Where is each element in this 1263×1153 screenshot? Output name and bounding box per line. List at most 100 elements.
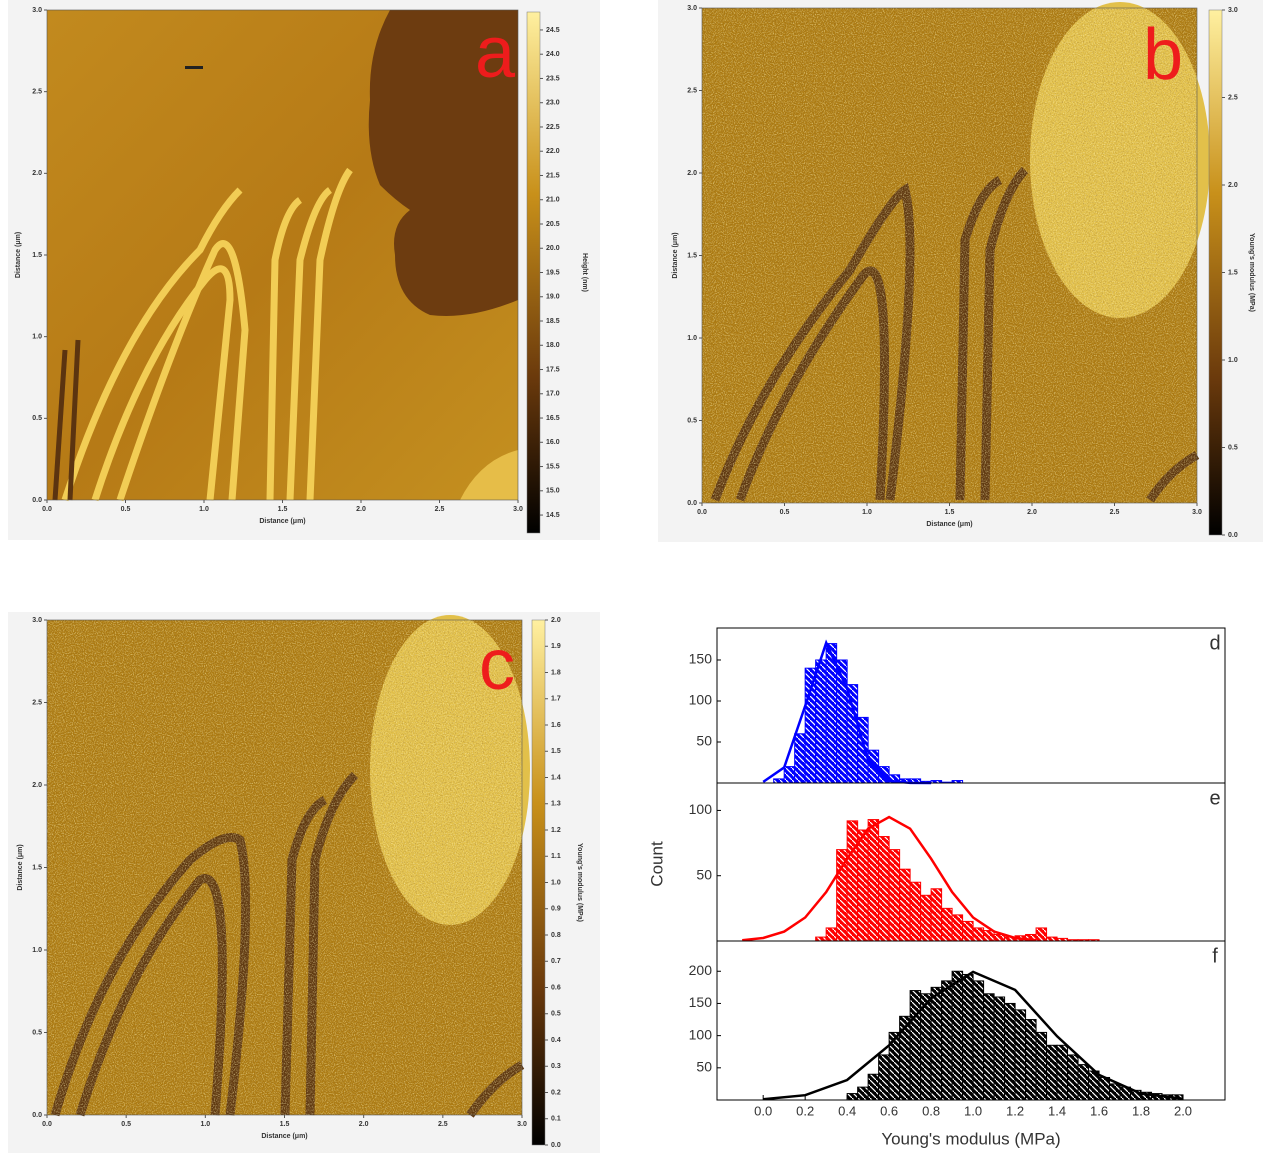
colorbar bbox=[1209, 10, 1222, 535]
y-tick-label: 2.5 bbox=[687, 87, 697, 94]
x-tick-label: 1.5 bbox=[945, 509, 955, 516]
histogram-bar bbox=[795, 734, 805, 783]
x-tick-label: 1.5 bbox=[280, 1121, 290, 1128]
colorbar-tick-label: 20.0 bbox=[546, 245, 560, 252]
colorbar-label: Height (nm) bbox=[581, 253, 588, 292]
histogram-bar bbox=[931, 889, 941, 941]
colorbar-tick-label: 1.1 bbox=[551, 853, 561, 860]
y-tick-label: 150 bbox=[689, 994, 713, 1010]
colorbar-tick-label: 3.0 bbox=[1228, 7, 1238, 14]
x-axis-label: Distance (μm) bbox=[259, 518, 305, 525]
colorbar-tick-label: 19.5 bbox=[546, 269, 560, 276]
colorbar-tick-label: 22.0 bbox=[546, 148, 560, 155]
x-tick-label: 3.0 bbox=[1192, 509, 1202, 516]
x-tick-label: 2.5 bbox=[438, 1121, 448, 1128]
x-tick-label: 2.0 bbox=[1174, 1103, 1192, 1118]
histogram-bar bbox=[1068, 1055, 1078, 1100]
panel-letter: c bbox=[479, 625, 515, 705]
y-tick-label: 50 bbox=[696, 866, 712, 882]
panel-frame bbox=[717, 783, 1225, 941]
histogram-bar bbox=[1089, 1071, 1099, 1100]
histogram-bar bbox=[816, 660, 826, 783]
afm-image bbox=[702, 2, 1210, 503]
histogram-bar bbox=[900, 869, 910, 941]
y-tick-label: 1.5 bbox=[32, 864, 42, 871]
histogram-bar bbox=[984, 994, 994, 1100]
colorbar-tick-label: 1.4 bbox=[551, 774, 561, 781]
y-tick-label: 0.5 bbox=[32, 415, 42, 422]
colorbar-tick-label: 17.5 bbox=[546, 366, 560, 373]
colorbar-tick-label: 15.5 bbox=[546, 463, 560, 470]
colorbar-tick-label: 1.8 bbox=[551, 669, 561, 676]
y-tick-label: 2.5 bbox=[32, 89, 42, 96]
histogram-bar bbox=[1015, 1010, 1025, 1100]
histogram-bar bbox=[1057, 1045, 1067, 1100]
x-tick-label: 1.5 bbox=[278, 506, 288, 513]
colorbar-tick-label: 1.9 bbox=[551, 643, 561, 650]
colorbar-tick-label: 0.7 bbox=[551, 958, 561, 965]
colorbar-tick-label: 0.5 bbox=[551, 1011, 561, 1018]
y-tick-label: 50 bbox=[696, 733, 712, 749]
y-tick-label: 2.0 bbox=[32, 170, 42, 177]
histogram-bar bbox=[774, 779, 784, 783]
histogram-bar bbox=[1036, 928, 1046, 941]
y-tick-label: 3.0 bbox=[32, 617, 42, 624]
x-axis-label: Young's modulus (MPa) bbox=[881, 1129, 1060, 1148]
y-tick-label: 1.0 bbox=[687, 335, 697, 342]
histogram-bar bbox=[847, 1094, 857, 1100]
x-tick-label: 2.0 bbox=[359, 1121, 369, 1128]
colorbar-tick-label: 2.5 bbox=[1228, 94, 1238, 101]
x-tick-label: 1.4 bbox=[1048, 1103, 1066, 1118]
afm-image bbox=[47, 10, 518, 500]
y-tick-label: 3.0 bbox=[32, 7, 42, 14]
figure: 0.0 0.5 1.0 1.5 2.0 2.5 3.0 0.0 0.5 1.0 1.5 2.0 2.5 3… bbox=[0, 0, 1263, 1153]
colorbar-tick-label: 20.5 bbox=[546, 221, 560, 228]
colorbar-tick-label: 24.0 bbox=[546, 51, 560, 58]
histogram-bar bbox=[1047, 937, 1057, 941]
x-tick-label: 0.4 bbox=[838, 1103, 856, 1118]
histogram-bar bbox=[910, 991, 920, 1100]
histogram-bar bbox=[942, 981, 952, 1100]
x-tick-label: 2.5 bbox=[1110, 509, 1120, 516]
x-tick-label: 2.5 bbox=[435, 506, 445, 513]
histogram-bar bbox=[868, 1074, 878, 1100]
colorbar-tick-label: 18.0 bbox=[546, 342, 560, 349]
histogram-bar bbox=[952, 915, 962, 941]
colorbar-tick-label: 0.0 bbox=[1228, 532, 1238, 539]
x-tick-label: 1.0 bbox=[199, 506, 209, 513]
histogram-bar bbox=[1110, 1084, 1120, 1100]
x-tick-label: 0.5 bbox=[121, 1121, 131, 1128]
y-tick-label: 1.0 bbox=[32, 947, 42, 954]
histogram-bar bbox=[816, 937, 826, 941]
colorbar-tick-label: 1.2 bbox=[551, 827, 561, 834]
histogram-bar bbox=[879, 1055, 889, 1100]
x-tick-label: 0.6 bbox=[880, 1103, 898, 1118]
colorbar-tick-label: 24.5 bbox=[546, 27, 560, 34]
colorbar-tick-label: 1.5 bbox=[1228, 269, 1238, 276]
y-tick-label: 50 bbox=[696, 1059, 712, 1075]
histogram-bar bbox=[847, 821, 857, 941]
y-tick-label: 0.0 bbox=[32, 497, 42, 504]
colorbar-tick-label: 15.0 bbox=[546, 488, 560, 495]
x-tick-label: 2.0 bbox=[1027, 509, 1037, 516]
colorbar-tick-label: 0.3 bbox=[551, 1063, 561, 1070]
colorbar-tick-label: 1.0 bbox=[551, 879, 561, 886]
colorbar-tick-label: 2.0 bbox=[551, 617, 561, 624]
x-tick-label: 1.0 bbox=[862, 509, 872, 516]
x-tick-label: 1.8 bbox=[1132, 1103, 1150, 1118]
histogram-bar bbox=[879, 837, 889, 941]
histogram-bar bbox=[1036, 1032, 1046, 1100]
y-tick-label: 2.5 bbox=[32, 699, 42, 706]
colorbar-tick-label: 2.0 bbox=[1228, 182, 1238, 189]
colorbar-tick-label: 1.6 bbox=[551, 722, 561, 729]
x-tick-label: 1.6 bbox=[1090, 1103, 1108, 1118]
x-axis-label: Distance (μm) bbox=[926, 521, 972, 528]
x-tick-label: 3.0 bbox=[517, 1121, 527, 1128]
histogram-bar bbox=[858, 1087, 868, 1100]
panel-frame bbox=[717, 628, 1225, 783]
histogram-bar bbox=[805, 668, 815, 783]
colorbar-tick-label: 1.3 bbox=[551, 801, 561, 808]
colorbar-tick-label: 16.0 bbox=[546, 439, 560, 446]
panel-letter: d bbox=[1209, 632, 1220, 654]
y-axis-label: Distance (μm) bbox=[15, 232, 22, 278]
